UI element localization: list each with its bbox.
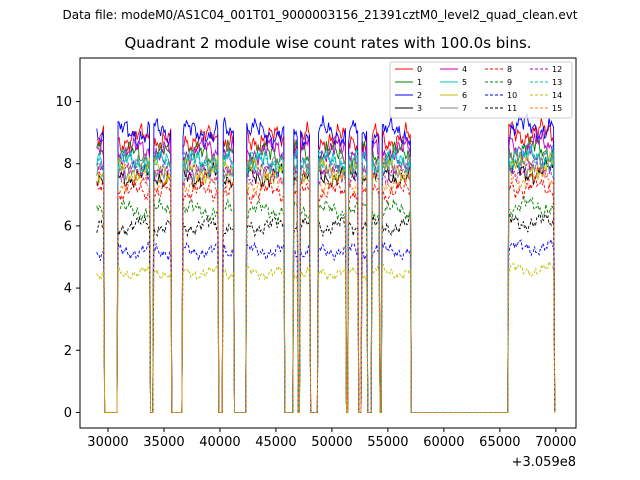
y-tick-label: 2 [64, 344, 72, 359]
legend-label-14: 14 [552, 91, 562, 100]
x-tick-label: 55000 [367, 435, 408, 450]
legend-label-6: 6 [462, 91, 467, 100]
legend-label-10: 10 [507, 91, 517, 100]
legend-label-13: 13 [552, 78, 562, 87]
legend-label-4: 4 [462, 65, 467, 74]
series-line-10 [96, 238, 556, 413]
legend-label-7: 7 [462, 104, 467, 113]
y-tick-label: 4 [64, 282, 72, 297]
y-axis: 0 2 4 6 8 10 [55, 95, 80, 421]
chart-title: Quadrant 2 module wise count rates with … [124, 34, 532, 52]
legend-label-15: 15 [552, 104, 562, 113]
series-line-7 [96, 147, 556, 413]
legend-label-9: 9 [507, 78, 512, 87]
plot-frame [79, 57, 577, 429]
y-tick-label: 0 [64, 406, 72, 421]
x-tick-label: 60000 [423, 435, 464, 450]
x-tick-label: 45000 [255, 435, 296, 450]
legend-label-8: 8 [507, 65, 512, 74]
legend-box [389, 61, 573, 119]
series-line-15 [96, 164, 556, 413]
figure-suptitle: Data file: modeM0/AS1C04_001T01_90000031… [62, 8, 578, 22]
x-tick-label: 65000 [479, 435, 520, 450]
x-tick-label: 40000 [199, 435, 240, 450]
legend-label-12: 12 [552, 65, 562, 74]
series-line-6 [96, 151, 556, 413]
series-line-3 [96, 156, 556, 413]
series-line-11 [96, 213, 556, 413]
legend-label-5: 5 [462, 78, 467, 87]
series-layer [96, 113, 556, 413]
legend-label-1: 1 [417, 78, 422, 87]
y-tick-label: 6 [64, 219, 72, 234]
legend-label-0: 0 [417, 65, 422, 74]
series-line-14 [96, 259, 556, 413]
x-axis: 30000 35000 40000 45000 50000 55000 60000 65000… [87, 428, 577, 450]
x-tick-label: 30000 [87, 435, 128, 450]
x-tick-label: 70000 [535, 435, 576, 450]
x-tick-label: 35000 [143, 435, 184, 450]
y-tick-label: 8 [64, 157, 72, 172]
legend-label-3: 3 [417, 104, 422, 113]
x-tick-label: 50000 [311, 435, 352, 450]
x-offset-label: +3.059e8 [512, 455, 576, 470]
y-tick-label: 10 [55, 95, 72, 110]
legend-label-11: 11 [507, 104, 517, 113]
legend-label-2: 2 [417, 91, 422, 100]
